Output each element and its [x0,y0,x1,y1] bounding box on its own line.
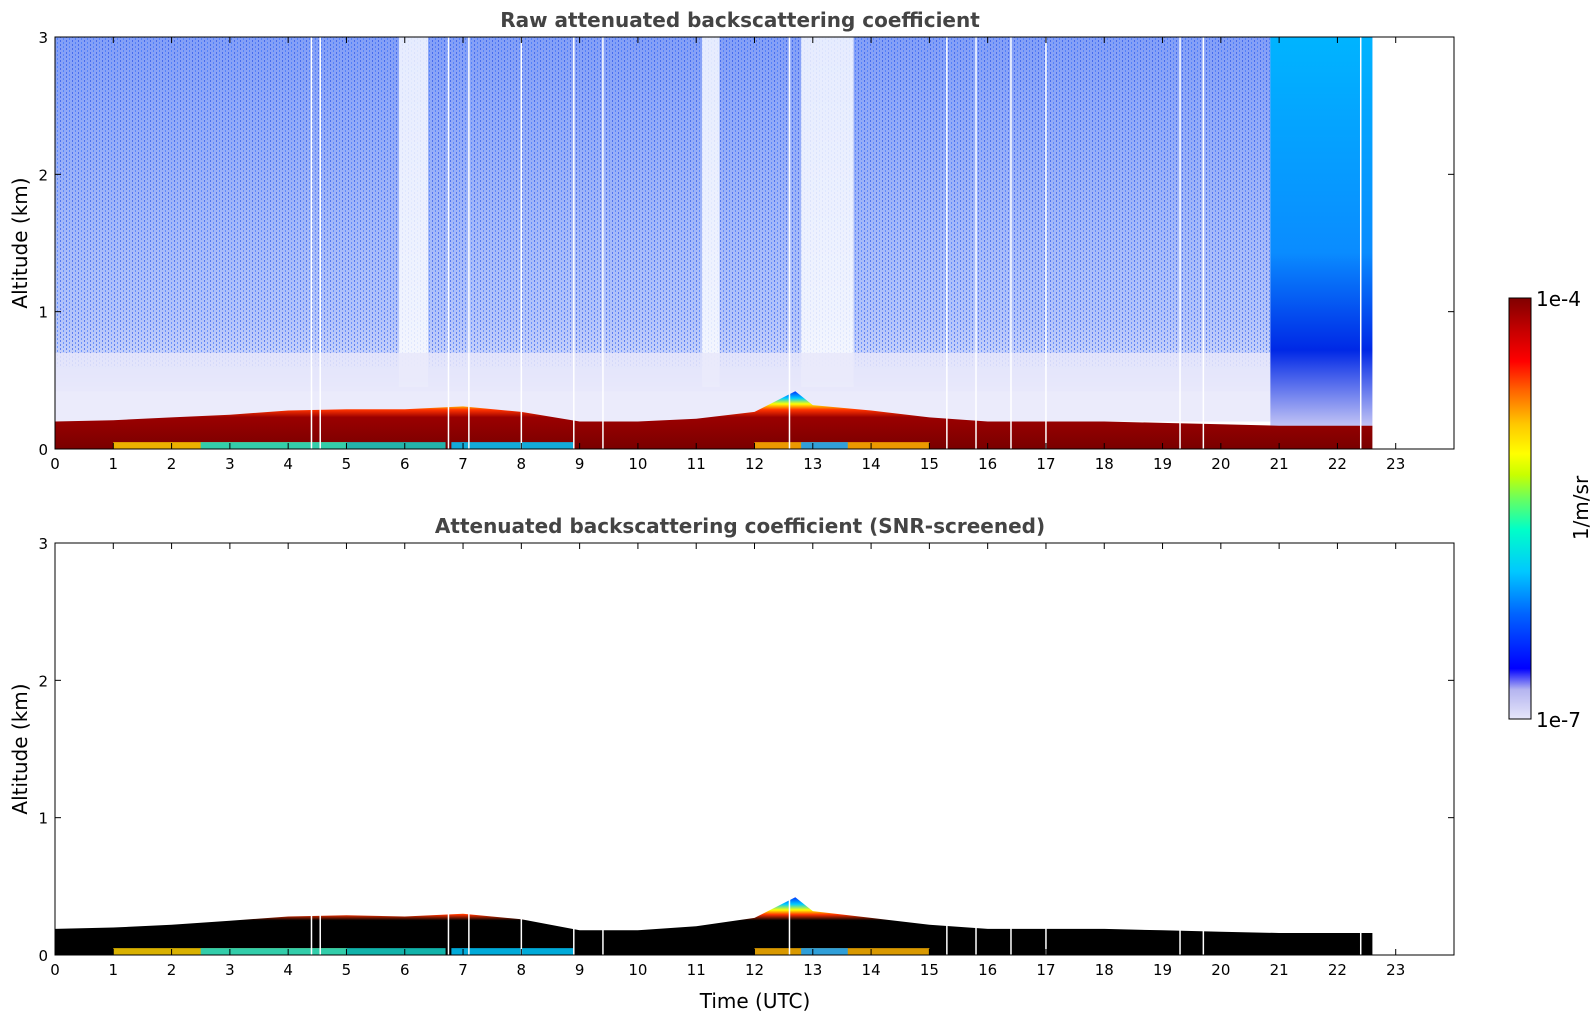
x-tick-label: 23 [1386,455,1405,473]
x-tick-label: 11 [687,961,706,979]
x-tick-label: 17 [1036,455,1055,473]
surface-layer [801,948,848,955]
x-tick-label: 2 [167,961,177,979]
x-tick-label: 3 [225,455,235,473]
x-tick-label: 19 [1153,961,1172,979]
x-tick-label: 11 [687,455,706,473]
x-tick-label: 17 [1036,961,1055,979]
panel-screened-axes: 0 1 2 3 4 5 6 7 8 9 10 11 12 13 14 15 16 17 18 19 20 21 22 2301… [38,535,1454,979]
panel-raw: Raw attenuated backscattering coefficien… [8,8,1455,473]
y-tick-label: 3 [38,29,48,47]
panel-raw-heatmap [55,37,1373,449]
x-tick-label: 10 [628,455,647,473]
x-tick-label: 13 [803,455,822,473]
x-tick-label: 21 [1270,961,1289,979]
x-tick-label: 21 [1270,455,1289,473]
x-tick-label: 15 [920,455,939,473]
x-tick-label: 9 [575,455,585,473]
y-tick-label: 2 [38,672,48,690]
x-tick-label: 2 [167,455,177,473]
boundary-layer [55,897,1373,955]
clear-gap [801,37,854,388]
y-tick-label: 0 [38,441,48,459]
panel-screened-heatmap [55,543,1373,955]
x-tick-label: 1 [109,961,119,979]
clear-gap [398,37,429,388]
panel-screened: Attenuated backscattering coefficient (S… [8,514,1455,1013]
x-tick-label: 19 [1153,455,1172,473]
x-tick-label: 8 [517,455,527,473]
late-noise-block [1270,37,1373,429]
panel-raw-title: Raw attenuated backscattering coefficien… [500,8,980,32]
y-tick-label: 0 [38,947,48,965]
x-tick-label: 0 [50,961,60,979]
x-tick-label: 4 [283,961,293,979]
x-tick-label: 15 [920,961,939,979]
x-tick-label: 8 [517,961,527,979]
x-tick-label: 20 [1211,455,1230,473]
y-tick-label: 1 [38,810,48,828]
x-tick-label: 18 [1095,961,1114,979]
x-tick-label: 22 [1328,455,1347,473]
x-tick-label: 6 [400,961,410,979]
x-tick-label: 1 [109,455,119,473]
surface-layer [801,442,848,449]
colorbar-unit-label: 1/m/sr [1569,475,1593,540]
x-tick-label: 18 [1095,455,1114,473]
surface-layer [451,948,574,955]
x-tick-label: 7 [458,455,468,473]
x-tick-label: 12 [745,961,764,979]
colorbar: 1e-4 1e-7 1/m/sr [1508,287,1593,732]
colorbar-gradient [1508,297,1532,720]
panel-raw-ylabel: Altitude (km) [8,177,32,308]
colorbar-max-label: 1e-4 [1536,287,1581,311]
panel-screened-frame [54,542,1455,956]
x-tick-label: 9 [575,961,585,979]
panel-screened-title: Attenuated backscattering coefficient (S… [435,514,1045,538]
clear-gap [702,37,720,388]
panel-screened-ylabel: Altitude (km) [8,683,32,814]
x-tick-label: 10 [628,961,647,979]
surface-layer [200,442,446,449]
x-tick-label: 14 [862,455,881,473]
y-tick-label: 1 [38,304,48,322]
x-tick-label: 6 [400,455,410,473]
low-noise-layer [55,352,1373,422]
x-tick-label: 23 [1386,961,1405,979]
panel-screened-xlabel: Time (UTC) [699,989,811,1013]
x-tick-label: 5 [342,961,352,979]
colorbar-min-label: 1e-7 [1536,708,1581,732]
x-tick-label: 22 [1328,961,1347,979]
x-tick-label: 4 [283,455,293,473]
x-tick-label: 16 [978,961,997,979]
x-tick-label: 12 [745,455,764,473]
x-tick-label: 0 [50,455,60,473]
y-tick-label: 3 [38,535,48,553]
x-tick-label: 5 [342,455,352,473]
panel-raw-axes: 0 1 2 3 4 5 6 7 8 9 10 11 12 13 14 15 16 17 18 19 20 21 22 2301… [38,29,1454,473]
x-tick-label: 7 [458,961,468,979]
x-tick-label: 20 [1211,961,1230,979]
x-tick-label: 3 [225,961,235,979]
boundary-layer [55,391,1373,449]
x-tick-label: 13 [803,961,822,979]
x-tick-label: 14 [862,961,881,979]
surface-layer [451,442,574,449]
y-tick-label: 2 [38,166,48,184]
x-tick-label: 16 [978,455,997,473]
surface-layer [200,948,446,955]
